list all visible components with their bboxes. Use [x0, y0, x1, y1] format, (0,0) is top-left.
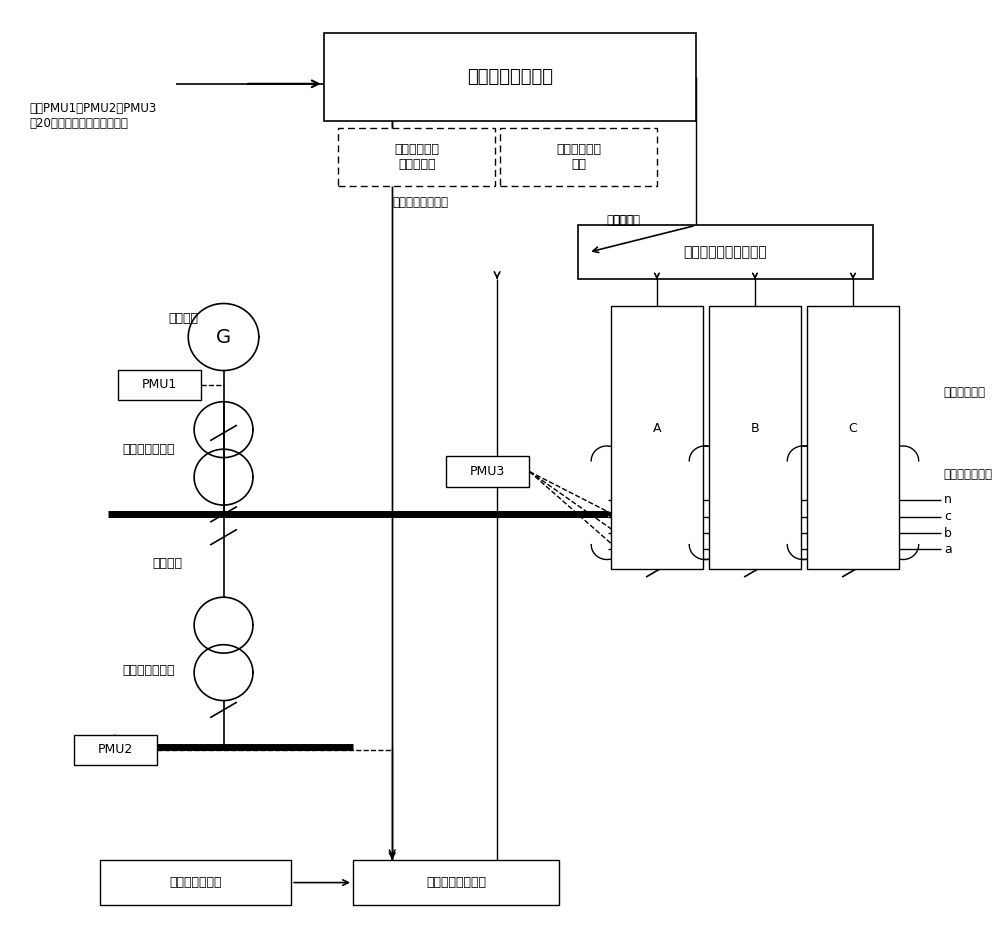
FancyBboxPatch shape — [324, 33, 696, 121]
Text: b: b — [944, 527, 952, 540]
Text: 发电机组: 发电机组 — [169, 312, 199, 325]
Text: A: A — [653, 422, 661, 435]
FancyBboxPatch shape — [809, 311, 897, 356]
FancyBboxPatch shape — [578, 225, 873, 279]
Text: PMU1: PMU1 — [142, 379, 177, 391]
Text: 控制指令: 控制指令 — [606, 214, 634, 227]
FancyBboxPatch shape — [611, 306, 703, 569]
Text: 平衡电阻就地控制系统: 平衡电阻就地控制系统 — [684, 245, 767, 260]
FancyBboxPatch shape — [709, 306, 801, 569]
Text: PMU2: PMU2 — [98, 744, 133, 756]
Text: 用户负荷调节建议: 用户负荷调节建议 — [392, 196, 448, 209]
FancyBboxPatch shape — [353, 860, 559, 905]
Text: c: c — [944, 510, 951, 523]
Text: n: n — [944, 493, 952, 506]
Text: 单相降压变压器: 单相降压变压器 — [943, 468, 992, 481]
Text: 用户负荷控制系统: 用户负荷控制系统 — [426, 876, 486, 889]
Text: 调度控制中心主站: 调度控制中心主站 — [467, 68, 553, 86]
Text: B: B — [751, 422, 759, 435]
FancyBboxPatch shape — [118, 370, 201, 400]
Text: 控制指令: 控制指令 — [613, 214, 641, 227]
FancyBboxPatch shape — [74, 735, 157, 765]
Text: G: G — [216, 328, 231, 346]
FancyBboxPatch shape — [613, 311, 701, 356]
Text: PMU3: PMU3 — [470, 466, 505, 478]
Text: 单相可调电阻: 单相可调电阻 — [943, 386, 985, 399]
Text: a: a — [944, 543, 952, 556]
FancyBboxPatch shape — [711, 311, 799, 356]
FancyBboxPatch shape — [100, 860, 291, 905]
Text: 用户不对称负荷: 用户不对称负荷 — [169, 876, 222, 889]
Text: 来自PMU1，PMU2和PMU3
的20毫秒级高速同步测量信息: 来自PMU1，PMU2和PMU3 的20毫秒级高速同步测量信息 — [29, 102, 157, 130]
Text: 输电线路: 输电线路 — [152, 557, 182, 570]
FancyBboxPatch shape — [807, 306, 899, 569]
Text: 三相降压变压器: 三相降压变压器 — [123, 664, 175, 677]
Text: 用户负荷不对
称告警系统: 用户负荷不对 称告警系统 — [394, 143, 439, 171]
FancyBboxPatch shape — [338, 128, 495, 186]
Text: 三相升压变压器: 三相升压变压器 — [123, 443, 175, 456]
FancyBboxPatch shape — [500, 128, 657, 186]
FancyBboxPatch shape — [446, 456, 529, 487]
Text: 平衡电阻控制
系统: 平衡电阻控制 系统 — [556, 143, 601, 171]
Text: C: C — [849, 422, 857, 435]
